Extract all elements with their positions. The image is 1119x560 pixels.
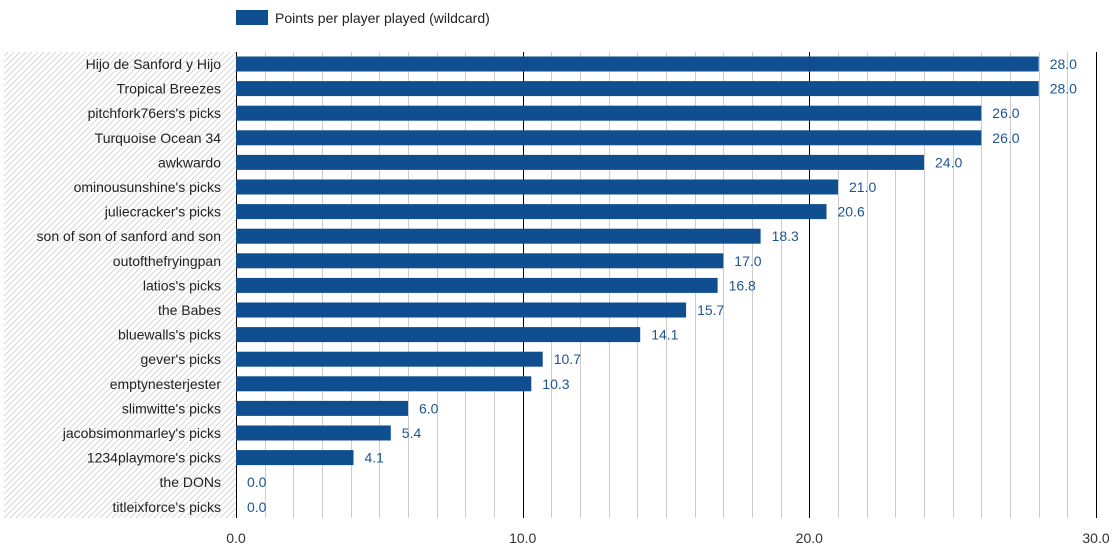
category-label: the DONs bbox=[160, 474, 221, 490]
bar bbox=[236, 105, 982, 121]
bar bbox=[236, 56, 1039, 72]
bar bbox=[236, 450, 354, 466]
data-label: 26.0 bbox=[992, 130, 1019, 146]
data-label: 28.0 bbox=[1050, 81, 1077, 97]
bar bbox=[236, 277, 718, 293]
category-label: gever's picks bbox=[141, 351, 221, 367]
data-label: 20.6 bbox=[838, 204, 865, 220]
bar bbox=[236, 130, 982, 146]
category-label: bluewalls's picks bbox=[118, 327, 221, 343]
data-label: 5.4 bbox=[402, 425, 422, 441]
category-labels: Hijo de Sanford y Hijo Tropical Breezes pi… bbox=[37, 56, 222, 515]
category-label: jacobsimonmarley's picks bbox=[62, 425, 221, 441]
bar bbox=[236, 154, 924, 170]
bar bbox=[236, 179, 838, 195]
bar bbox=[236, 302, 687, 318]
value-labels: 28.0 28.0 26.0 26.0 24.0 21.0 20.6 18.3 17.0 16.8… bbox=[247, 56, 1077, 515]
data-label: 21.0 bbox=[849, 179, 876, 195]
data-label: 0.0 bbox=[247, 499, 267, 515]
category-label: Hijo de Sanford y Hijo bbox=[86, 56, 222, 72]
category-label: latios's picks bbox=[143, 277, 221, 293]
bar bbox=[236, 253, 724, 269]
legend: Points per player played (wildcard) bbox=[236, 10, 490, 26]
x-tick-label: 30.0 bbox=[1082, 530, 1109, 546]
category-label: ominousunshine's picks bbox=[74, 179, 221, 195]
data-label: 15.7 bbox=[697, 302, 724, 318]
bars bbox=[236, 56, 1039, 466]
category-label: slimwitte's picks bbox=[122, 400, 221, 416]
legend-swatch bbox=[236, 10, 268, 25]
category-label: the Babes bbox=[158, 302, 221, 318]
data-label: 14.1 bbox=[651, 327, 678, 343]
data-label: 26.0 bbox=[992, 105, 1019, 121]
category-label: awkwardo bbox=[158, 154, 221, 170]
legend-label: Points per player played (wildcard) bbox=[275, 10, 490, 26]
category-label: son of son of sanford and son bbox=[37, 228, 221, 244]
x-tick-label: 20.0 bbox=[796, 530, 823, 546]
bar bbox=[236, 228, 761, 244]
x-tick-label: 10.0 bbox=[509, 530, 536, 546]
data-label: 24.0 bbox=[935, 154, 962, 170]
data-label: 17.0 bbox=[734, 253, 761, 269]
data-label: 18.3 bbox=[772, 228, 799, 244]
category-label: Turquoise Ocean 34 bbox=[95, 130, 222, 146]
category-label: Tropical Breezes bbox=[116, 81, 221, 97]
data-label: 10.3 bbox=[542, 376, 569, 392]
data-label: 28.0 bbox=[1050, 56, 1077, 72]
data-label: 16.8 bbox=[729, 277, 756, 293]
bar bbox=[236, 400, 408, 416]
category-label: juliecracker's picks bbox=[104, 204, 221, 220]
category-label: 1234playmore's picks bbox=[87, 450, 221, 466]
bar bbox=[236, 327, 641, 343]
category-label: emptynesterjester bbox=[110, 376, 222, 392]
data-label: 10.7 bbox=[554, 351, 581, 367]
data-label: 0.0 bbox=[247, 474, 267, 490]
bar bbox=[236, 81, 1039, 97]
bar bbox=[236, 204, 827, 220]
data-label: 4.1 bbox=[365, 450, 385, 466]
category-label: outofthefryingpan bbox=[113, 253, 221, 269]
bar bbox=[236, 376, 532, 392]
category-label-band bbox=[4, 52, 236, 518]
x-axis-tick-labels: 0.0 10.0 20.0 30.0 bbox=[226, 530, 1110, 546]
data-label: 6.0 bbox=[419, 400, 439, 416]
category-label: titleixforce's picks bbox=[113, 499, 221, 515]
bar bbox=[236, 425, 391, 441]
bar bbox=[236, 351, 543, 367]
category-label: pitchfork76ers's picks bbox=[88, 105, 221, 121]
x-tick-label: 0.0 bbox=[226, 530, 246, 546]
